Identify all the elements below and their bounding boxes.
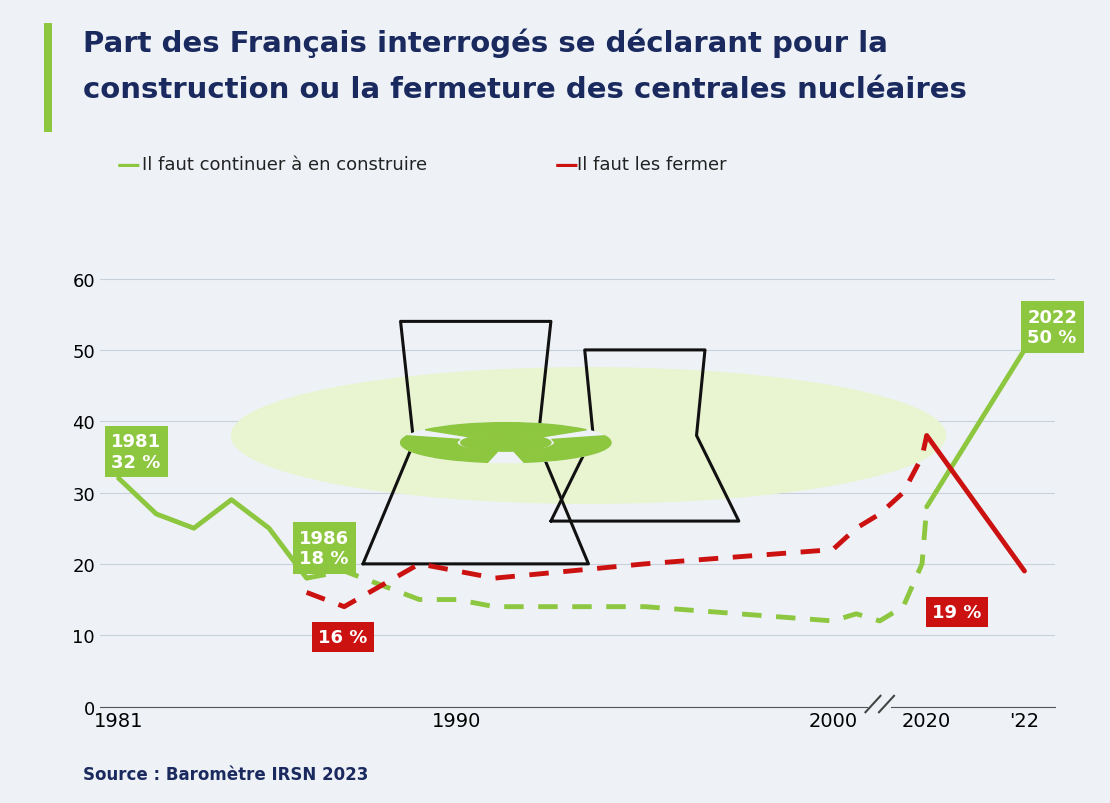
Text: Source : Baromètre IRSN 2023: Source : Baromètre IRSN 2023 [83, 765, 369, 783]
Text: 1986
18 %: 1986 18 % [299, 529, 350, 568]
Text: Il faut les fermer: Il faut les fermer [577, 156, 727, 173]
Text: Il faut continuer à en construire: Il faut continuer à en construire [142, 156, 427, 173]
Text: 1981
32 %: 1981 32 % [111, 433, 161, 471]
Wedge shape [425, 423, 586, 437]
Wedge shape [514, 436, 611, 463]
Circle shape [232, 369, 946, 503]
Text: Part des Français interrogés se déclarant pour la: Part des Français interrogés se déclaran… [83, 28, 888, 58]
Text: —: — [555, 153, 578, 177]
Wedge shape [401, 436, 497, 463]
Text: 16 %: 16 % [317, 628, 367, 646]
Text: construction ou la fermeture des centrales nucléaires: construction ou la fermeture des central… [83, 76, 967, 104]
Text: 19 %: 19 % [932, 603, 981, 622]
Text: —: — [117, 153, 140, 177]
Text: 2022
50 %: 2022 50 % [1028, 308, 1078, 347]
Circle shape [461, 434, 551, 451]
Circle shape [401, 423, 610, 463]
